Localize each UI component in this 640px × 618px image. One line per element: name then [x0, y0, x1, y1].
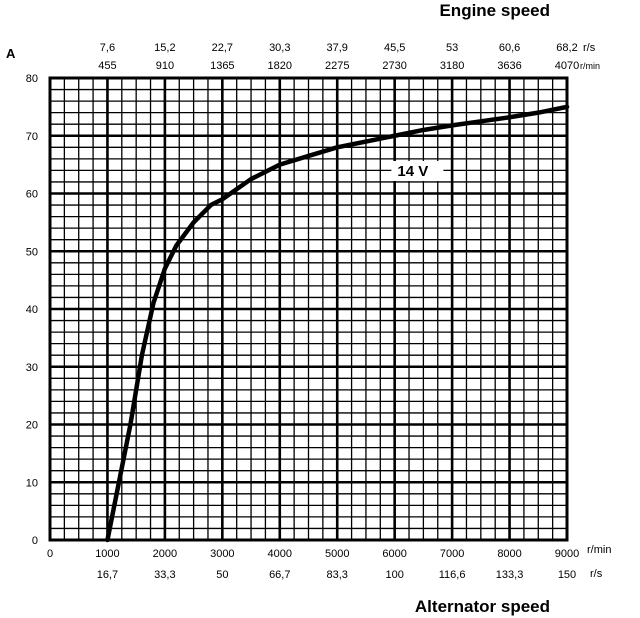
y-tick-label: 0 [32, 535, 38, 547]
plot-frame [48, 76, 569, 542]
x-tick-label-rpm: 8000 [497, 548, 521, 560]
chart-title: Engine speed [439, 1, 550, 20]
x-tick-label-rpm: 3000 [210, 548, 234, 560]
top-tick-label-rps: 68,2 [556, 42, 577, 54]
y-tick-label: 40 [26, 304, 38, 316]
x-tick-label-rpm: 6000 [382, 548, 406, 560]
y-tick-label: 70 [26, 131, 38, 143]
x-tick-label-rps: 16,7 [97, 569, 118, 581]
y-tick-label: 50 [26, 246, 38, 258]
x-unit-rps: r/s [590, 568, 603, 580]
top-tick-label-rpm: 2275 [325, 60, 349, 72]
x-unit-rpm: r/min [587, 544, 611, 556]
top-tick-label-rpm: 1820 [268, 60, 292, 72]
top-tick-label-rps: 45,5 [384, 42, 405, 54]
top-unit-rpm: r/min [580, 61, 600, 71]
y-tick-label: 10 [26, 477, 38, 489]
y-tick-label: 30 [26, 362, 38, 374]
tick-labels: 0 1000 2000 3000 4000 5000 6000 7000 8000 900016,… [26, 42, 579, 581]
x-axis-label: Alternator speed [415, 597, 550, 616]
grid [48, 76, 569, 542]
x-tick-label-rpm: 1000 [95, 548, 119, 560]
plot-border [48, 76, 569, 542]
x-tick-label-rpm: 0 [47, 548, 53, 560]
y-axis-label: A [6, 46, 16, 61]
x-tick-label-rps: 116,6 [439, 569, 466, 581]
y-tick-label: 20 [26, 420, 38, 432]
x-tick-label-rps: 150 [558, 569, 576, 581]
top-tick-label-rps: 53 [446, 42, 458, 54]
series-label-background [391, 161, 444, 182]
x-tick-label-rps: 50 [216, 569, 228, 581]
labels: Engine speed Alternator speed A r/min r/… [6, 1, 611, 616]
y-tick-label: 60 [26, 189, 38, 201]
top-tick-label-rps: 22,7 [212, 42, 233, 54]
curve-layer: 14 V [105, 104, 570, 543]
top-tick-label-rps: 37,9 [327, 42, 348, 54]
top-tick-label-rpm: 1365 [210, 60, 234, 72]
x-tick-label-rps: 83,3 [327, 569, 348, 581]
y-tick-label: 80 [26, 73, 38, 85]
x-tick-label-rpm: 9000 [555, 548, 579, 560]
top-tick-label-rpm: 4070 [555, 60, 579, 72]
series-line [105, 104, 570, 543]
x-tick-label-rpm: 7000 [440, 548, 464, 560]
x-tick-label-rpm: 4000 [268, 548, 292, 560]
top-tick-label-rps: 30,3 [269, 42, 290, 54]
top-tick-label-rps: 7,6 [100, 42, 115, 54]
x-tick-label-rpm: 2000 [153, 548, 177, 560]
top-tick-label-rps: 15,2 [154, 42, 175, 54]
x-tick-label-rps: 100 [385, 569, 403, 581]
top-tick-label-rps: 60,6 [499, 42, 520, 54]
top-unit-rps: r/s [583, 42, 596, 54]
top-tick-label-rpm: 3180 [440, 60, 464, 72]
x-tick-label-rpm: 5000 [325, 548, 349, 560]
x-tick-label-rps: 66,7 [269, 569, 290, 581]
series-label: 14 V [397, 163, 428, 180]
top-tick-label-rpm: 2730 [382, 60, 406, 72]
x-tick-label-rps: 33,3 [154, 569, 175, 581]
top-tick-label-rpm: 3636 [497, 60, 521, 72]
x-tick-label-rps: 133,3 [496, 569, 524, 581]
top-tick-label-rpm: 455 [98, 60, 116, 72]
top-tick-label-rpm: 910 [156, 60, 174, 72]
